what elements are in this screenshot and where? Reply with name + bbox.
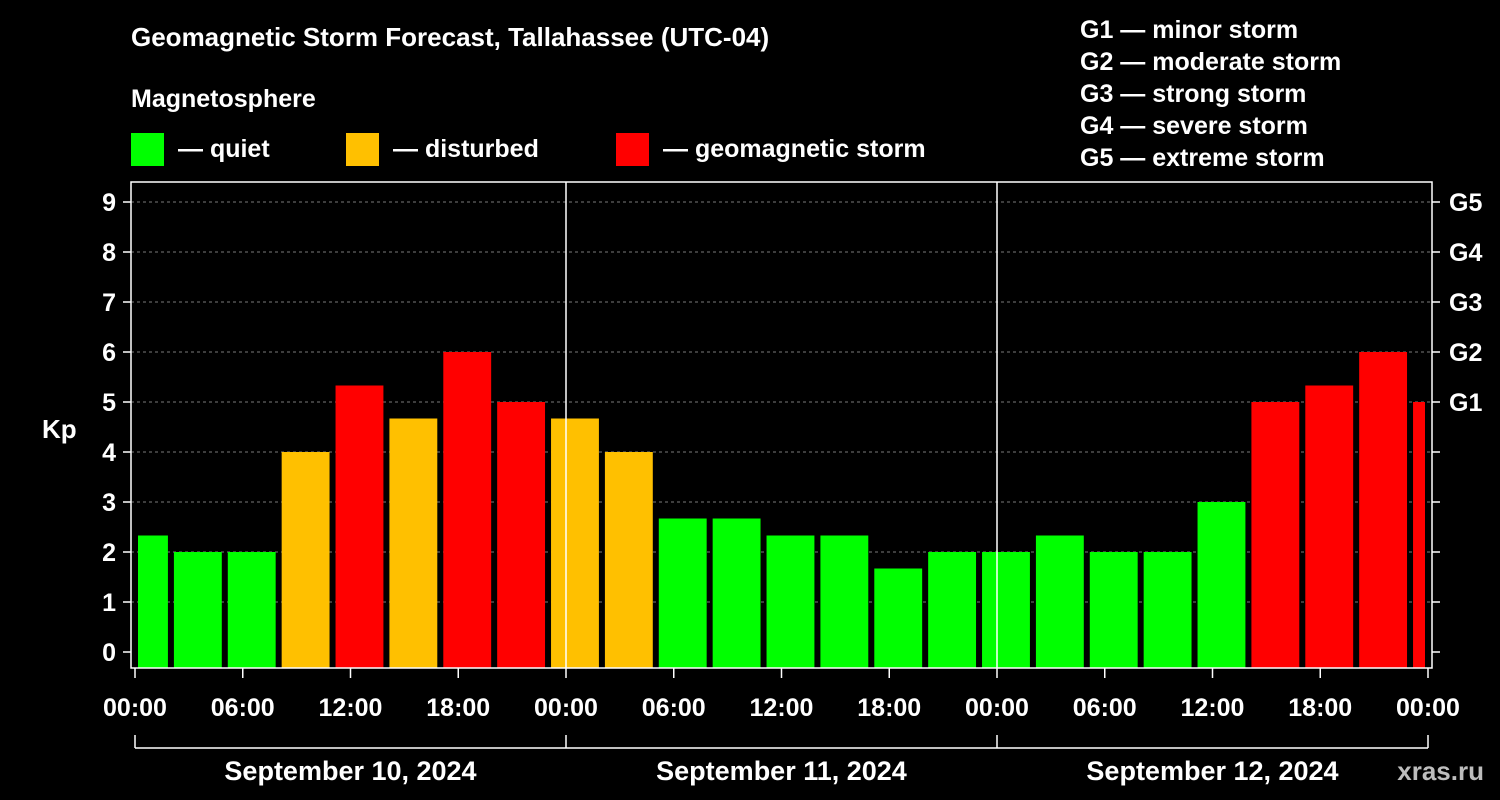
bar — [1251, 402, 1300, 668]
x-tick-label: 12:00 — [319, 694, 383, 722]
legend-label-disturbed: — disturbed — [393, 134, 539, 163]
g-level-label: G3 — [1449, 289, 1482, 317]
legend-item-quiet: — quiet — [131, 132, 270, 166]
x-tick-label: 06:00 — [642, 694, 706, 722]
bar — [982, 552, 1030, 668]
g-scale-item: G4 — severe storm — [1080, 112, 1308, 140]
g-scale-item: G1 — minor storm — [1080, 16, 1299, 44]
y-tick-label: 5 — [102, 389, 116, 417]
legend-item-disturbed: — disturbed — [346, 132, 539, 166]
bar — [874, 568, 923, 668]
x-tick-label: 06:00 — [1073, 694, 1137, 722]
x-tick-label: 18:00 — [857, 694, 921, 722]
legend-swatch-quiet — [131, 132, 164, 166]
x-tick-label: 00:00 — [103, 694, 167, 722]
bar — [497, 402, 546, 668]
bar — [928, 552, 977, 668]
y-tick-label: 0 — [102, 639, 116, 667]
bar — [1305, 385, 1354, 668]
bar — [1413, 402, 1425, 668]
legend-label-storm: — geomagnetic storm — [663, 134, 926, 163]
bar — [389, 418, 438, 668]
x-tick-label: 12:00 — [1181, 694, 1245, 722]
day-label: September 10, 2024 — [224, 756, 476, 786]
y-axis-label: Kp — [42, 414, 77, 444]
day-label: September 12, 2024 — [1086, 756, 1338, 786]
day-label: September 11, 2024 — [656, 756, 907, 786]
g-level-label: G2 — [1449, 339, 1482, 367]
x-tick-label: 18:00 — [1288, 694, 1352, 722]
bar — [820, 535, 869, 668]
bar — [1089, 552, 1138, 668]
bar — [443, 352, 492, 668]
x-tick-label: 12:00 — [750, 694, 814, 722]
chart-title: Geomagnetic Storm Forecast, Tallahassee … — [131, 22, 770, 52]
bar — [138, 535, 168, 668]
x-tick-label: 00:00 — [534, 694, 598, 722]
y-tick-label: 8 — [102, 239, 116, 267]
x-tick-label: 18:00 — [426, 694, 490, 722]
x-tick-label: 06:00 — [211, 694, 275, 722]
g-scale-legend: G1 — minor storm G2 — moderate storm G3 … — [1080, 14, 1341, 174]
bar — [227, 552, 276, 668]
g-level-label: G5 — [1449, 189, 1482, 217]
g-level-label: G4 — [1449, 239, 1482, 267]
bar — [173, 552, 222, 668]
legend-swatch-disturbed — [346, 132, 379, 166]
bar — [712, 518, 761, 668]
legend-title: Magnetosphere — [131, 85, 316, 113]
y-tick-label: 1 — [102, 589, 116, 617]
legend-item-storm: — geomagnetic storm — [616, 132, 926, 166]
y-tick-label: 4 — [102, 439, 116, 467]
g-scale-item: G3 — strong storm — [1080, 80, 1307, 108]
y-tick-label: 7 — [102, 289, 116, 317]
g-scale-item: G2 — moderate storm — [1080, 48, 1342, 76]
bar — [766, 535, 815, 668]
bar — [658, 518, 707, 668]
bar — [1143, 552, 1192, 668]
bar — [281, 452, 330, 668]
g-scale-item: G5 — extreme storm — [1080, 144, 1325, 172]
x-tick-label: 00:00 — [1396, 694, 1460, 722]
y-tick-label: 2 — [102, 539, 116, 567]
y-tick-label: 3 — [102, 489, 116, 517]
legend-swatch-storm — [616, 132, 649, 166]
legend-label-quiet: — quiet — [178, 134, 270, 163]
bar — [551, 418, 599, 668]
bar — [335, 385, 384, 668]
bar — [604, 452, 653, 668]
y-tick-label: 9 — [102, 189, 116, 217]
bar — [1035, 535, 1084, 668]
bar — [1359, 352, 1408, 668]
y-tick-label: 6 — [102, 339, 116, 367]
x-tick-label: 00:00 — [965, 694, 1029, 722]
bar — [1197, 502, 1246, 668]
g-level-label: G1 — [1449, 389, 1482, 417]
watermark: xras.ru — [1397, 756, 1484, 786]
